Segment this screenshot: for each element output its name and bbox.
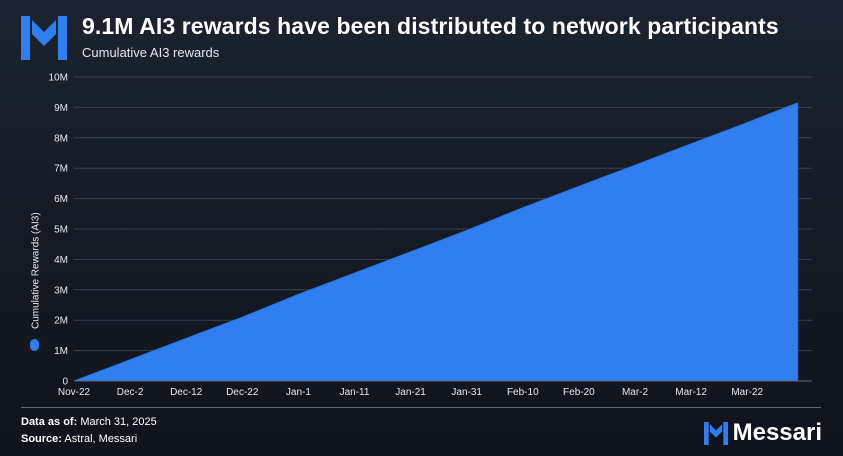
x-tick-label: Mar-12: [675, 387, 707, 398]
y-tick-label: 5M: [54, 225, 68, 236]
data-date-value: March 31, 2025: [80, 416, 157, 428]
x-tick-label: Jan-21: [395, 387, 426, 398]
x-tick-label: Jan-11: [340, 387, 370, 398]
x-tick-label: Jan-31: [451, 387, 482, 398]
y-tick-label: 9M: [54, 103, 68, 114]
data-date: Data as of: March 31, 2025: [21, 416, 157, 428]
messari-brand-icon: [703, 421, 728, 445]
x-tick-label: Nov-22: [58, 387, 91, 398]
y-axis-legend: Cumulative Rewards (AI3): [30, 212, 42, 351]
data-source-value: Astral, Messari: [64, 433, 138, 445]
cumulative-rewards-area: [73, 102, 799, 382]
data-date-label: Data as of:: [21, 416, 78, 428]
y-tick-label: 2M: [54, 316, 68, 327]
x-tick-label: Feb-10: [507, 387, 539, 398]
messari-logo-icon: [21, 16, 67, 60]
x-tick-label: Mar-2: [622, 387, 649, 398]
y-tick-label: 10M: [49, 73, 68, 84]
x-tick-label: Dec-22: [226, 387, 259, 398]
chart-subtitle: Cumulative AI3 rewards: [82, 45, 220, 60]
data-source: Source: Astral, Messari: [21, 433, 137, 445]
y-tick-label: 1M: [54, 346, 68, 357]
x-tick-label: Mar-22: [731, 387, 763, 398]
y-tick-label: 6M: [54, 194, 68, 205]
y-tick-label: 7M: [54, 164, 68, 175]
x-tick-label: Dec-12: [170, 387, 203, 398]
x-tick-label: Feb-20: [563, 387, 595, 398]
messari-wordmark: Messari: [732, 419, 822, 446]
y-axis-label: Cumulative Rewards (AI3): [31, 212, 42, 329]
x-tick-label: Dec-2: [117, 387, 144, 398]
y-tick-label: 8M: [54, 133, 68, 144]
legend-dot-icon: [30, 339, 39, 351]
y-tick-label: 4M: [54, 255, 68, 266]
y-tick-label: 3M: [54, 285, 68, 296]
messari-brand: Messari: [703, 419, 822, 447]
x-tick-label: Jan-1: [286, 387, 311, 398]
cumulative-rewards-chart: 0 1M 2M 3M 4M 5M 6M 7M 8M 9M 10M Nov-22 Dec-2 Dec-12 D…: [30, 73, 812, 398]
y-tick-label: 0: [62, 377, 68, 388]
footer-divider: [21, 407, 821, 408]
chart-title: 9.1M AI3 rewards have been distributed t…: [82, 13, 779, 39]
data-source-label: Source:: [21, 433, 62, 445]
